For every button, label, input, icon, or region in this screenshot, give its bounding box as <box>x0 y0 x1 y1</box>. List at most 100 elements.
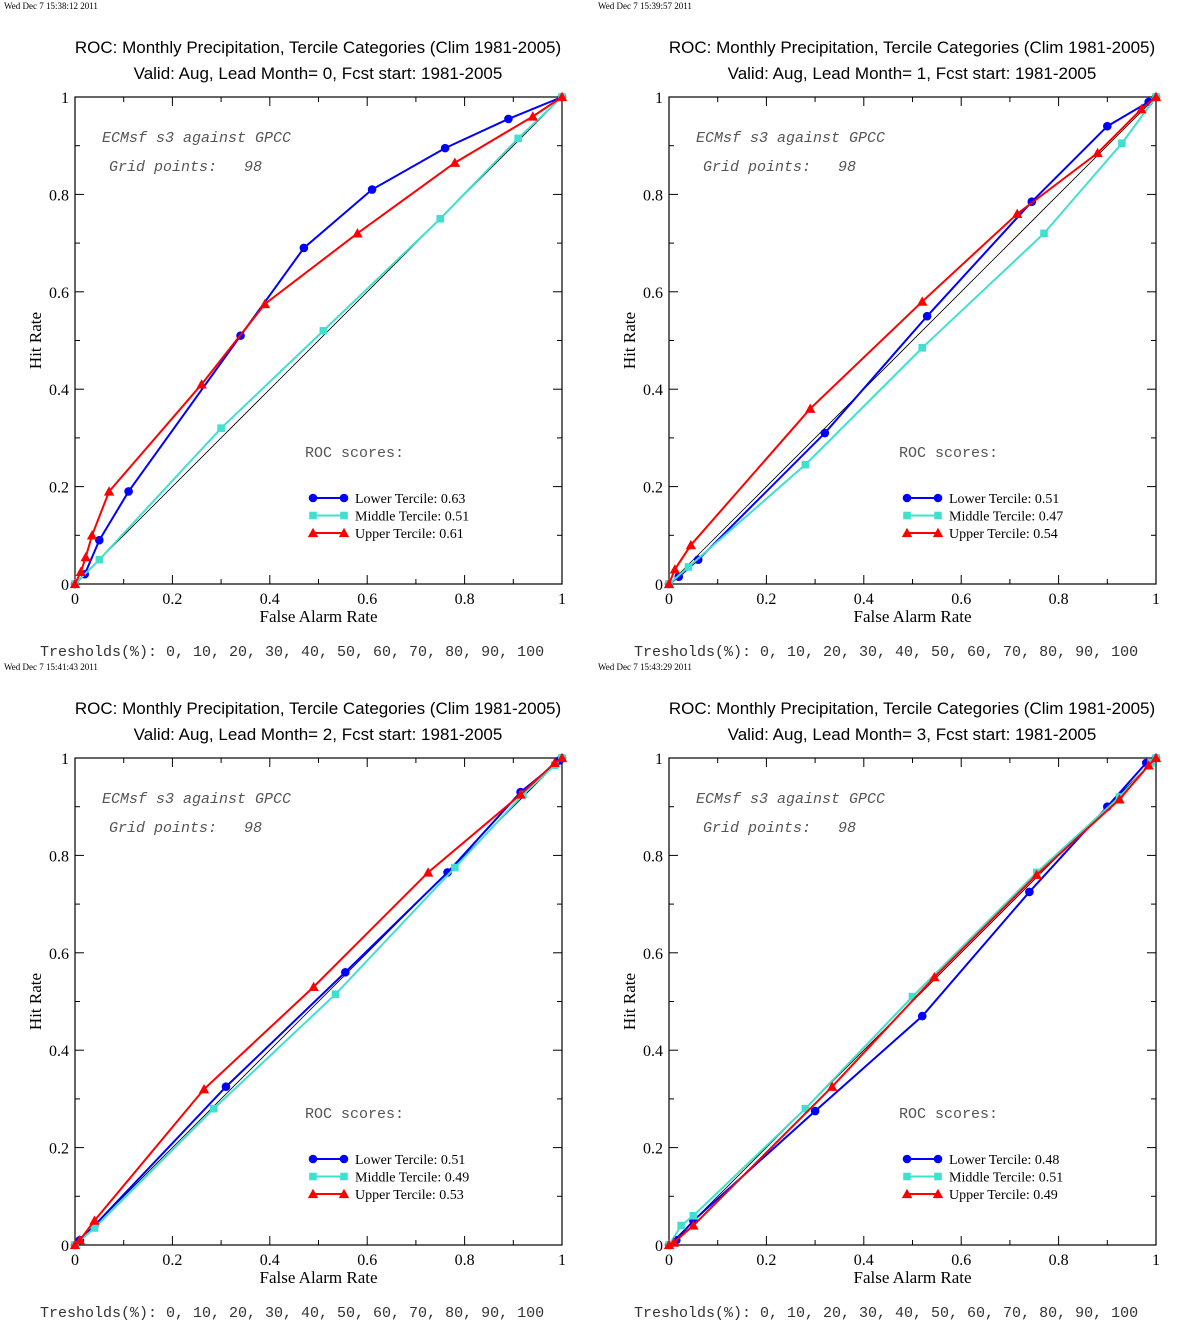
legend-marker <box>932 1188 944 1199</box>
y-tick-label: 1 <box>61 751 69 768</box>
data-point-circle <box>221 1082 231 1092</box>
y-tick-label: 0 <box>655 577 663 594</box>
y-tick-label: 0.4 <box>49 1043 69 1060</box>
data-point-triangle <box>688 1220 699 1230</box>
data-point-square <box>209 1104 218 1113</box>
data-point-triangle <box>556 91 568 102</box>
data-point-circle <box>820 428 830 438</box>
x-tick-label: 0.6 <box>357 1252 377 1269</box>
x-tick-label: 0 <box>71 591 79 608</box>
data-point-circle <box>340 967 350 977</box>
data-point-triangle <box>75 566 87 576</box>
y-axis-label: Hit Rate <box>620 312 639 369</box>
legend-marker <box>901 527 913 538</box>
thresholds-text: Tresholds(%): 0, 10, 20, 30, 40, 50, 60,… <box>40 644 544 661</box>
data-point-circle <box>1025 887 1034 897</box>
legend-marker <box>339 493 349 503</box>
x-axis-label: False Alarm Rate <box>259 1268 377 1287</box>
y-axis-label: Hit Rate <box>26 973 45 1030</box>
data-point-square <box>801 1104 810 1113</box>
chart-subtitle: Valid: Aug, Lead Month= 1, Fcst start: 1… <box>728 64 1097 83</box>
data-point-circle <box>917 1011 927 1021</box>
legend-marker <box>902 493 912 503</box>
data-point-triangle <box>69 1239 81 1250</box>
data-point-triangle <box>685 539 697 550</box>
x-tick-label: 0 <box>665 591 673 608</box>
data-point-circle <box>810 1106 820 1116</box>
data-point-triangle <box>1150 752 1162 763</box>
y-tick-label: 1 <box>61 90 69 107</box>
data-point-triangle <box>1012 208 1023 219</box>
legend-entry: Upper Tercile: 0.54 <box>949 527 1058 542</box>
chart-title: ROC: Monthly Precipitation, Tercile Cate… <box>75 38 561 57</box>
data-point-circle <box>124 487 133 496</box>
roc-chart-svg: Wed Dec 7 15:38:12 2011 ROC: Monthly Prec… <box>4 1 568 661</box>
series-line-circle <box>74 96 563 585</box>
data-point-square <box>217 424 225 432</box>
series-line-square <box>74 757 563 1246</box>
roc-panel-lead-1: Wed Dec 7 15:39:57 2011 ROC: Monthly Prec… <box>594 0 1187 661</box>
annotation-model: ECMsf s3 against GPCC <box>696 791 885 808</box>
legend-marker <box>934 511 942 520</box>
x-tick-label: 0.4 <box>854 1252 874 1269</box>
x-tick-label: 1 <box>1152 1252 1160 1269</box>
y-tick-label: 1 <box>655 751 663 768</box>
data-point-triangle <box>805 403 816 413</box>
x-tick-label: 0.2 <box>162 1252 182 1269</box>
y-tick-label: 0.2 <box>643 480 663 497</box>
data-point-triangle <box>74 1234 86 1245</box>
y-tick-label: 0.4 <box>49 382 69 399</box>
data-point-triangle <box>352 228 363 238</box>
thresholds-text: Tresholds(%): 0, 10, 20, 30, 40, 50, 60,… <box>634 644 1138 661</box>
legend-marker <box>903 1172 911 1181</box>
data-point-circle <box>367 185 377 194</box>
x-tick-label: 0.4 <box>260 591 280 608</box>
legend-entry: Middle Tercile: 0.47 <box>949 510 1063 525</box>
data-point-triangle <box>556 752 568 763</box>
legend-marker <box>340 1172 348 1181</box>
data-point-triangle <box>917 296 928 306</box>
data-point-triangle <box>1114 794 1125 804</box>
x-tick-label: 0.2 <box>162 591 182 608</box>
data-point-square <box>689 1211 698 1220</box>
legend-entry: Lower Tercile: 0.63 <box>355 492 465 507</box>
data-point-circle <box>95 535 104 545</box>
y-tick-label: 0 <box>61 577 69 594</box>
data-point-triangle <box>663 578 675 589</box>
legend-marker <box>339 1154 349 1164</box>
annotation-grid-points: Grid points: 98 <box>109 159 262 176</box>
data-point-circle <box>443 868 452 877</box>
chart-subtitle: Valid: Aug, Lead Month= 0, Fcst start: 1… <box>134 64 503 83</box>
data-point-triangle <box>449 157 461 167</box>
legend-entry: Lower Tercile: 0.51 <box>949 492 1059 507</box>
data-point-square <box>684 563 693 571</box>
legend-entry: Middle Tercile: 0.49 <box>355 1171 469 1186</box>
x-tick-label: 0 <box>665 1252 673 1269</box>
y-tick-label: 0.6 <box>49 946 69 963</box>
x-tick-label: 0.2 <box>756 1252 776 1269</box>
data-point-triangle <box>1136 103 1147 114</box>
data-point-circle <box>504 114 513 124</box>
data-point-triangle <box>198 1083 210 1094</box>
x-tick-label: 0.2 <box>756 591 776 608</box>
legend-marker <box>933 1154 943 1164</box>
legend-entry: Upper Tercile: 0.53 <box>355 1188 464 1203</box>
roc-chart-svg: Wed Dec 7 15:41:43 2011 ROC: Monthly Prec… <box>4 662 568 1322</box>
x-tick-label: 0.8 <box>455 1252 475 1269</box>
annotation-grid-points: Grid points: 98 <box>703 820 856 837</box>
data-point-triangle <box>80 552 91 562</box>
data-point-triangle <box>308 981 319 992</box>
legend-entry: Middle Tercile: 0.51 <box>355 510 469 525</box>
legend-marker <box>308 493 318 503</box>
legend-marker <box>307 527 319 538</box>
data-point-triangle <box>422 867 434 877</box>
y-tick-label: 0.8 <box>643 187 663 204</box>
data-point-triangle <box>527 111 538 121</box>
timestamp: Wed Dec 7 15:41:43 2011 <box>4 662 98 672</box>
x-axis-label: False Alarm Rate <box>853 1268 971 1287</box>
roc-scores-heading: ROC scores: <box>899 445 998 462</box>
data-point-triangle <box>89 1215 100 1225</box>
y-tick-label: 0.6 <box>643 285 663 302</box>
y-tick-label: 0.2 <box>49 1141 69 1158</box>
data-point-triangle <box>1031 869 1042 880</box>
